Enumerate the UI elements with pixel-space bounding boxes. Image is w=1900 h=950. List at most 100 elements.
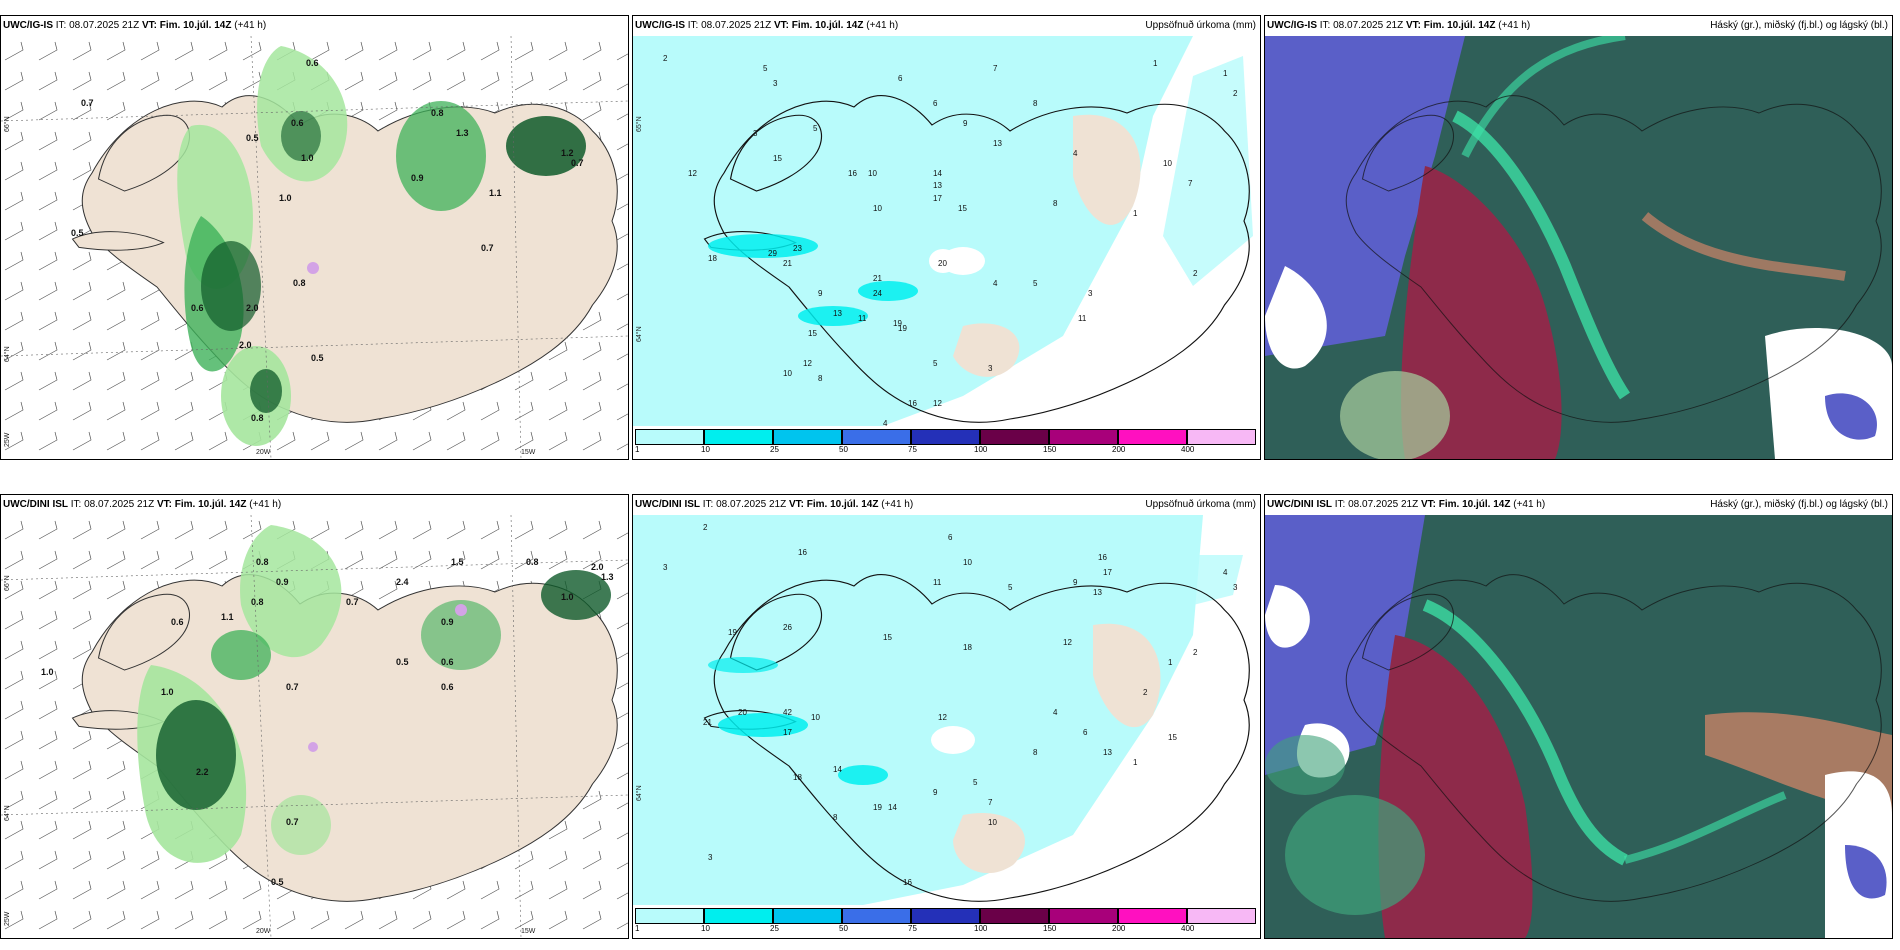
value-label: 0.6 <box>291 118 304 128</box>
value-label: 10 <box>783 369 792 378</box>
colorbar-swatch <box>773 429 842 445</box>
value-label: 11 <box>1078 314 1087 323</box>
colorbar-swatch <box>635 429 704 445</box>
value-label: 2.0 <box>239 340 252 350</box>
value-label: 7 <box>1188 179 1193 188</box>
value-label: 3 <box>1233 583 1238 592</box>
lead-time: (+41 h) <box>249 499 282 510</box>
value-label: 3 <box>663 563 668 572</box>
value-label: 16 <box>908 399 917 408</box>
value-label: 1 <box>1133 758 1138 767</box>
value-label: 13 <box>933 181 942 190</box>
vt-label: VT: <box>156 499 172 510</box>
value-label: 42 <box>783 708 792 717</box>
value-label: 15 <box>773 154 782 163</box>
value-label: 13 <box>1093 588 1102 597</box>
lon-label: 15W <box>521 449 536 456</box>
value-label: 1.0 <box>161 687 174 697</box>
value-label: 29 <box>768 249 777 258</box>
value-label: 0.6 <box>171 617 184 627</box>
value-label: 15 <box>958 204 967 213</box>
colorbar-swatches <box>635 908 1256 924</box>
colorbar-label: 200 <box>1112 445 1126 454</box>
value-label: 10 <box>868 169 877 178</box>
it-label: IT: <box>1334 499 1346 510</box>
value-label: 12 <box>688 169 697 178</box>
value-label: 14 <box>888 803 897 812</box>
wind-labels: 0.8 0.9 1.0 0.6 0.7 0.8 1.1 0.5 0.6 2.4 … <box>41 557 614 887</box>
vt-label: VT: <box>141 20 157 31</box>
lat-label: 66°N <box>3 116 11 132</box>
value-label: 10 <box>873 204 882 213</box>
value-label: 18 <box>793 773 802 782</box>
value-label: 7 <box>993 64 998 73</box>
lat-label: 66°N <box>3 575 11 591</box>
lon-label: 25W <box>4 911 11 926</box>
value-label: 12 <box>933 399 942 408</box>
value-label: 1.1 <box>221 612 234 622</box>
colorbar-label: 10 <box>701 445 710 454</box>
value-label: 0.5 <box>271 877 284 887</box>
colorbar-label: 50 <box>839 445 848 454</box>
value-label: 0.6 <box>306 58 319 68</box>
lat-label: 64°N <box>3 346 11 362</box>
value-label: 1.2 <box>561 148 574 158</box>
value-label: 12 <box>1063 638 1072 647</box>
value-label: 16 <box>1098 553 1107 562</box>
colorbar-label: 400 <box>1181 924 1195 933</box>
it-label: IT: <box>1319 20 1331 31</box>
colorbar-swatch <box>1118 429 1187 445</box>
lon-label: 20W <box>256 449 271 456</box>
value-label: 21 <box>703 718 712 727</box>
value-label: 1.0 <box>279 193 292 203</box>
colorbar-swatch <box>704 908 773 924</box>
value-label: 9 <box>1073 578 1078 587</box>
value-label: 17 <box>783 728 792 737</box>
valid-time: Fim. 10.júl. 14Z <box>806 499 879 510</box>
value-label: 17 <box>1103 568 1112 577</box>
value-label: 2 <box>1143 688 1148 697</box>
value-label: 0.5 <box>311 353 324 363</box>
value-label: 12 <box>938 713 947 722</box>
value-label: 5 <box>1008 583 1013 592</box>
panel-wind-ig-is: UWC/IG-IS IT: 08.07.2025 21Z VT: Fim. 10… <box>0 15 629 460</box>
lon-label: 20W <box>256 928 271 935</box>
value-label: 8 <box>1033 748 1038 757</box>
value-label: 16 <box>903 878 912 887</box>
value-label: 3 <box>753 129 758 138</box>
panel-header: UWC/IG-IS IT: 08.07.2025 21Z VT: Fim. 10… <box>1 16 628 36</box>
value-label: 0.6 <box>441 657 454 667</box>
lat-label: 65°N <box>635 116 643 132</box>
value-label: 4 <box>883 419 888 428</box>
lon-label: 25W <box>4 432 11 447</box>
value-label: 6 <box>933 99 938 108</box>
value-label: 1.5 <box>451 557 464 567</box>
value-label: 0.7 <box>481 243 494 253</box>
value-label: 9 <box>818 289 823 298</box>
value-label: 13 <box>1103 748 1112 757</box>
lat-label: 64°N <box>635 785 643 801</box>
value-label: 4 <box>993 279 998 288</box>
value-label: 0.8 <box>251 413 264 423</box>
panel-title: Háský (gr.), miðský (fj.bl.) og lágský (… <box>1710 499 1888 510</box>
value-label: 16 <box>848 169 857 178</box>
panel-title: Uppsöfnuð úrkoma (mm) <box>1145 499 1256 510</box>
init-time: 08.07.2025 21Z <box>1348 499 1419 510</box>
value-label: 13 <box>993 139 1002 148</box>
value-label: 15 <box>883 633 892 642</box>
colorbar-label: 75 <box>908 445 917 454</box>
panel-header: UWC/IG-IS IT: 08.07.2025 21Z VT: Fim. 10… <box>633 16 1260 36</box>
init-time: 08.07.2025 21Z <box>701 20 772 31</box>
value-label: 5 <box>763 64 768 73</box>
lon-label: 15W <box>521 928 536 935</box>
vt-label: VT: <box>788 499 804 510</box>
value-label: 1.0 <box>41 667 54 677</box>
value-label: 15 <box>1168 733 1177 742</box>
valid-time: Fim. 10.júl. 14Z <box>1438 499 1511 510</box>
value-label: 26 <box>783 623 792 632</box>
colorbar-label: 150 <box>1043 924 1057 933</box>
value-label: 1 <box>1223 69 1228 78</box>
value-label: 18 <box>708 254 717 263</box>
value-label: 1 <box>1153 59 1158 68</box>
value-label: 2.0 <box>246 303 259 313</box>
